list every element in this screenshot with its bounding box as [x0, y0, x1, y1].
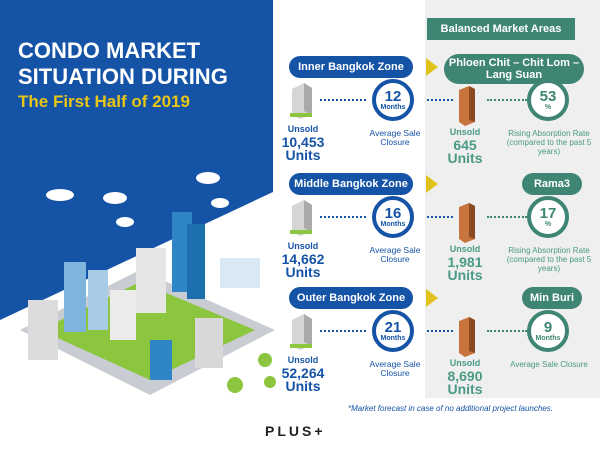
units-label: Units	[447, 381, 483, 397]
zone-pill: Outer Bangkok Zone	[289, 287, 413, 309]
dotted-connector	[487, 99, 527, 101]
area-unsold-stat: Unsold 8,690 Units	[440, 357, 490, 396]
area-value: 17	[539, 205, 557, 222]
subtitle: The First Half of 2019	[18, 92, 190, 111]
area-value-circle: 53%	[527, 79, 569, 121]
units-label: Units	[285, 264, 321, 280]
unsold-label: Unsold	[449, 127, 481, 137]
dotted-connector	[487, 216, 527, 218]
arrow-icon	[426, 289, 438, 307]
area-caption: Rising Absorption Rate (compared to the …	[506, 129, 592, 156]
units-label: Units	[285, 147, 321, 163]
area-unsold-stat: Unsold 1,981 Units	[440, 243, 490, 282]
unsold-stat: Unsold 52,264 Units	[276, 354, 330, 393]
area-unsold-value: 645	[453, 137, 477, 153]
city-illustration	[20, 172, 276, 395]
months-label: Months	[380, 221, 406, 228]
area-unsold-value: 1,981	[447, 254, 483, 270]
area-value-unit: %	[544, 221, 552, 228]
area-caption: Average Sale Closure	[510, 360, 588, 369]
tower-icon	[459, 203, 475, 243]
months-value: 21	[384, 319, 402, 336]
units-label: Units	[285, 378, 321, 394]
balanced-header: Balanced Market Areas	[427, 18, 575, 40]
area-value-unit: Months	[535, 335, 561, 342]
unsold-label: Unsold	[287, 124, 319, 134]
unsold-label: Unsold	[449, 244, 481, 254]
area-value: 9	[543, 319, 553, 336]
months-value: 12	[384, 88, 402, 105]
units-label: Units	[447, 267, 483, 283]
building-icon	[290, 83, 312, 119]
closure-caption: Average Sale Closure	[369, 359, 421, 378]
unsold-value: 14,662	[281, 251, 325, 267]
dotted-connector	[487, 330, 527, 332]
area-unsold-value: 8,690	[447, 368, 483, 384]
blue-header-bg	[0, 0, 273, 320]
closure-caption: Average Sale Closure	[369, 245, 421, 264]
area-pill: Rama3	[522, 173, 582, 195]
closure-caption: Average Sale Closure	[369, 128, 421, 147]
tower-icon	[459, 86, 475, 126]
building-icon	[290, 200, 312, 236]
area-caption: Rising Absorption Rate (compared to the …	[506, 246, 592, 273]
unsold-stat: Unsold 14,662 Units	[276, 240, 330, 279]
dotted-connector	[427, 99, 453, 101]
unsold-label: Unsold	[287, 355, 319, 365]
zone-pill: Inner Bangkok Zone	[289, 56, 413, 78]
unsold-value: 52,264	[281, 365, 325, 381]
area-pill: Min Buri	[522, 287, 582, 309]
plus-logo: PLUS+	[265, 423, 326, 439]
building-icon	[290, 314, 312, 350]
unsold-label: Unsold	[287, 241, 319, 251]
title-line-1: CONDO MARKET	[18, 38, 201, 63]
area-value-circle: 9 Months	[527, 310, 569, 352]
area-value-unit: %	[544, 104, 552, 111]
arrow-icon	[426, 175, 438, 193]
months-circle: 12 Months	[372, 79, 414, 121]
unsold-stat: Unsold 10,453 Units	[276, 123, 330, 162]
tower-icon	[459, 317, 475, 357]
dotted-connector	[427, 330, 453, 332]
months-circle: 16 Months	[372, 196, 414, 238]
months-value: 16	[384, 205, 402, 222]
arrow-icon	[426, 58, 438, 76]
area-value: 53	[539, 88, 557, 105]
months-label: Months	[380, 104, 406, 111]
area-pill: Phloen Chit – Chit Lom – Lang Suan	[444, 54, 584, 84]
months-circle: 21 Months	[372, 310, 414, 352]
area-value-circle: 17%	[527, 196, 569, 238]
unsold-value: 10,453	[281, 134, 325, 150]
title-line-2: SITUATION DURING	[18, 64, 228, 89]
units-label: Units	[447, 150, 483, 166]
footnote: *Market forecast in case of no additiona…	[348, 404, 554, 413]
dotted-connector	[427, 216, 453, 218]
dotted-connector	[320, 216, 366, 218]
unsold-label: Unsold	[449, 358, 481, 368]
area-unsold-stat: Unsold 645 Units	[440, 126, 490, 165]
dotted-connector	[320, 99, 366, 101]
zone-pill: Middle Bangkok Zone	[289, 173, 413, 195]
dotted-connector	[320, 330, 366, 332]
months-label: Months	[380, 335, 406, 342]
